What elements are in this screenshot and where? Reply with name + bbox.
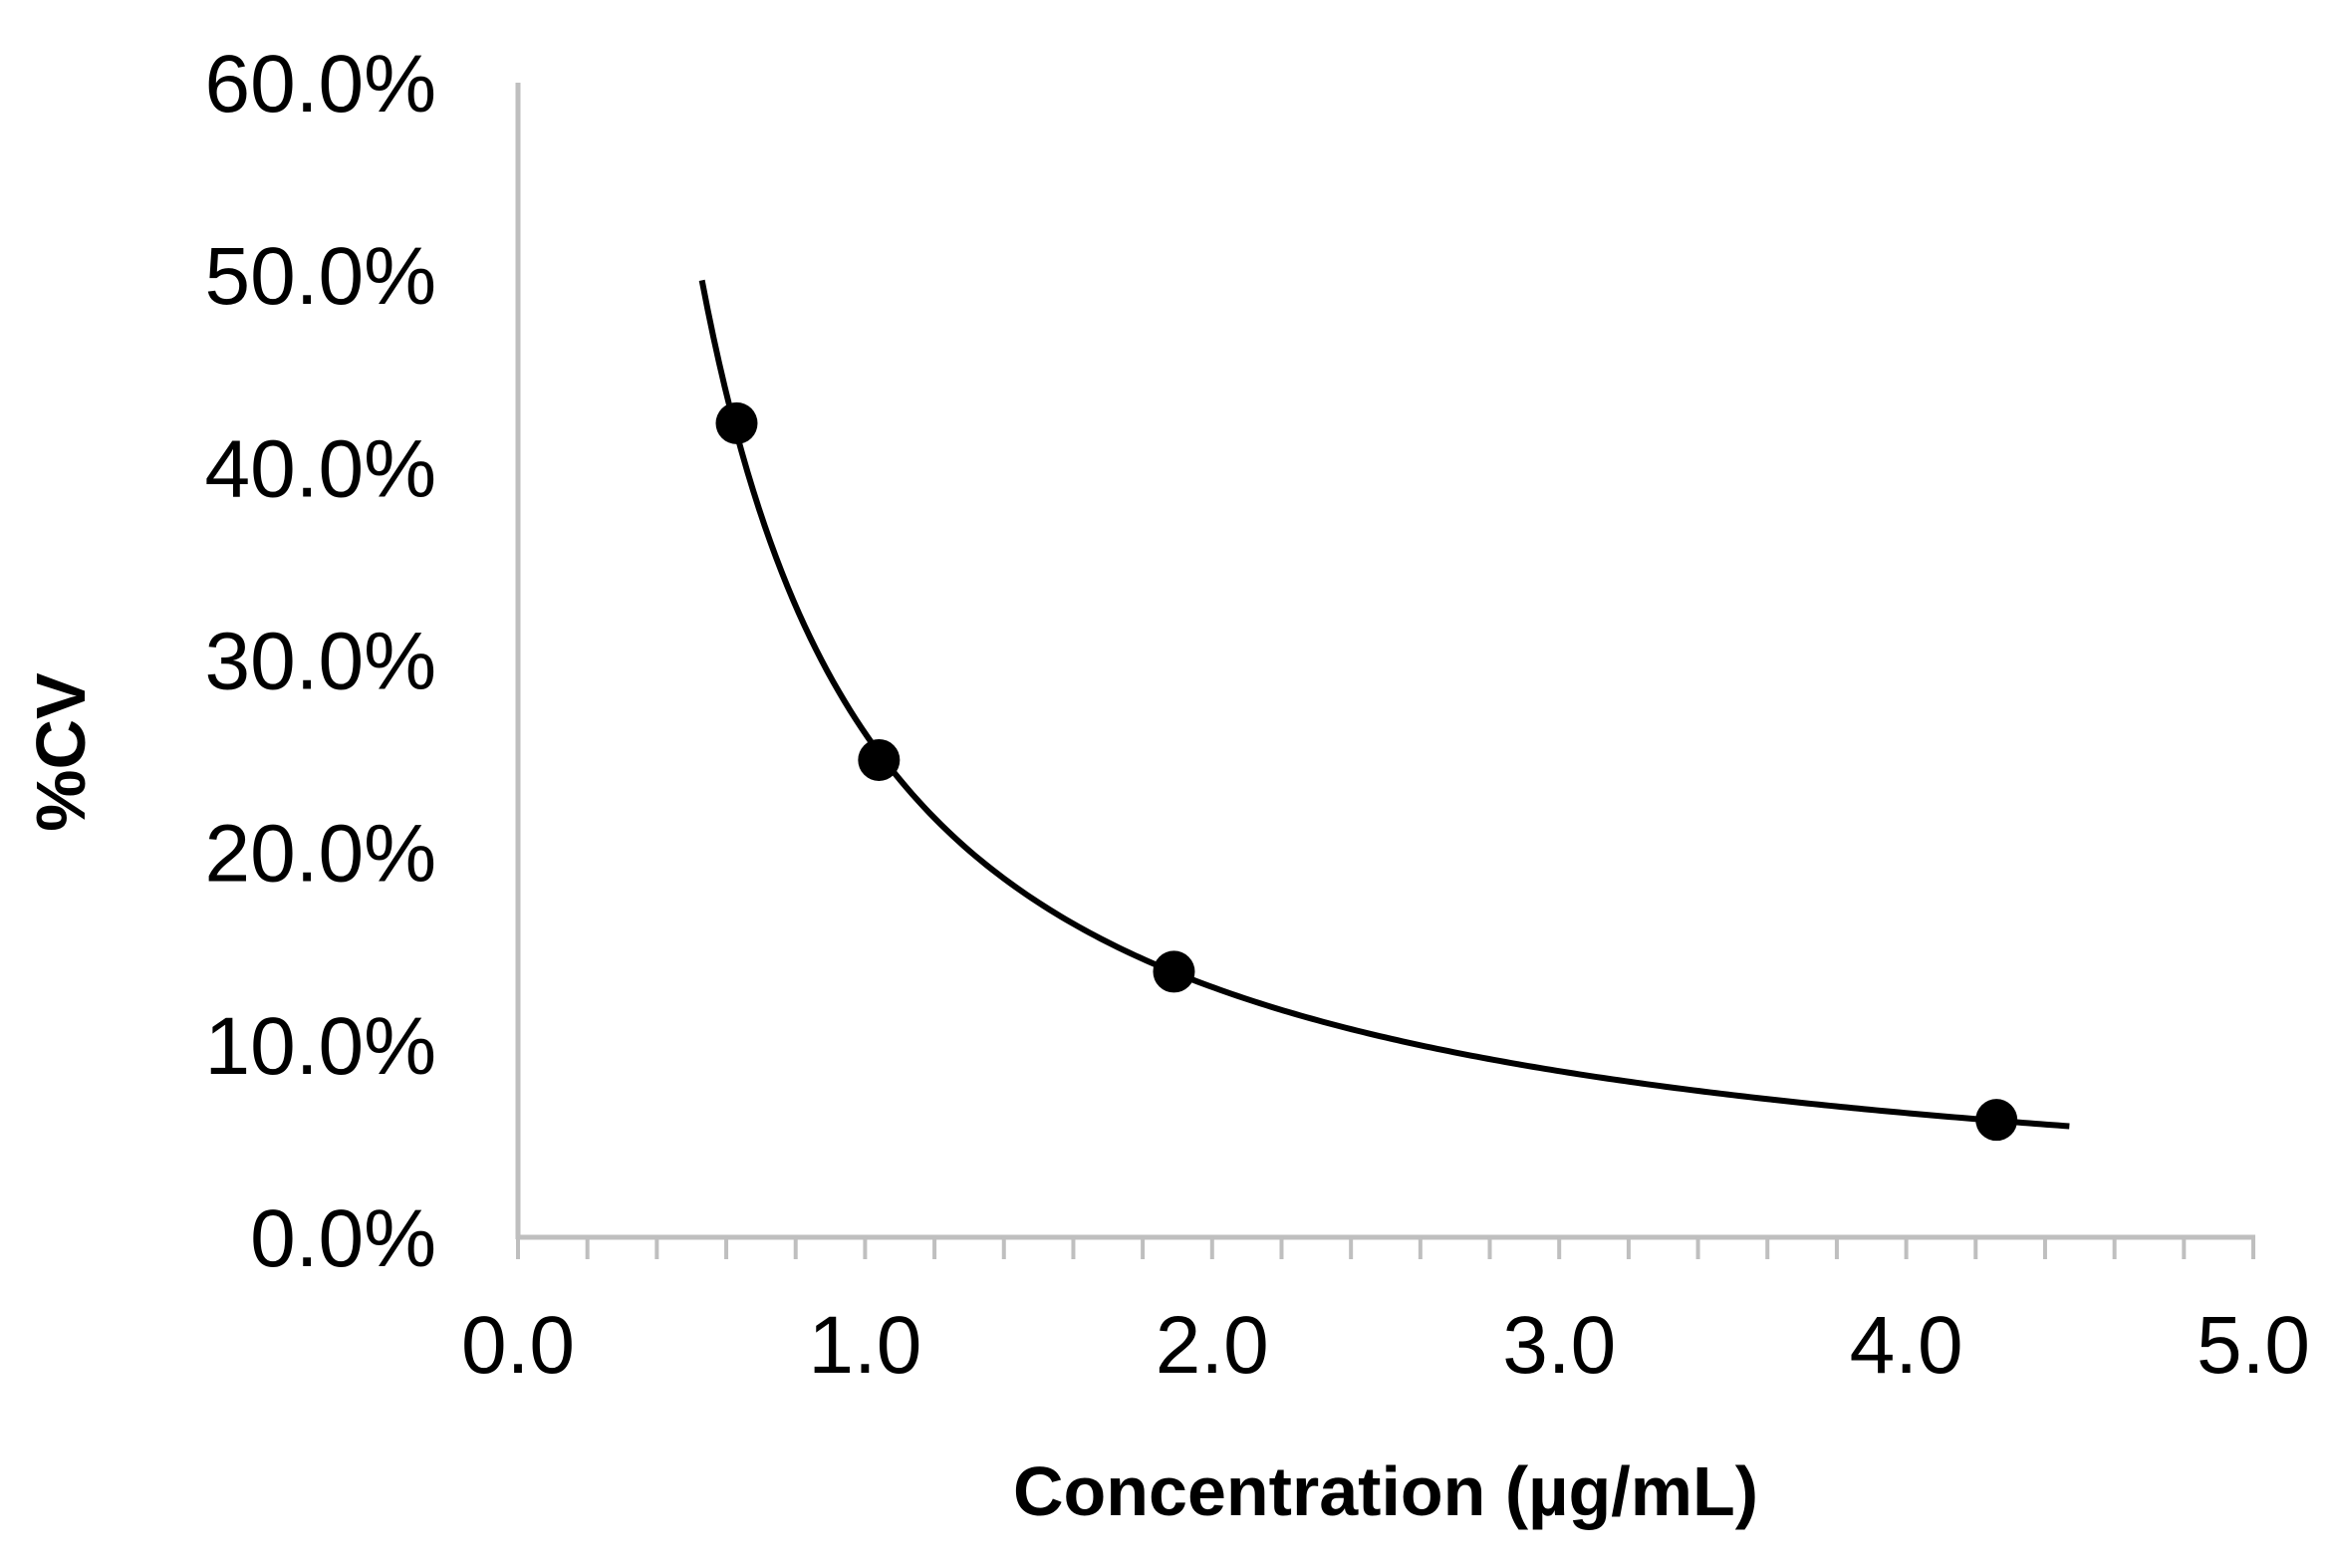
fitted-curve-group bbox=[698, 279, 2070, 1130]
x-tick-label: 4.0 bbox=[1850, 1300, 1963, 1391]
data-point bbox=[1975, 1099, 2018, 1142]
y-tick-label: 10.0% bbox=[204, 1001, 436, 1092]
x-tick-label: 1.0 bbox=[808, 1300, 921, 1391]
x-tick-label: 5.0 bbox=[2197, 1300, 2310, 1391]
data-points bbox=[715, 401, 2018, 1142]
x-axis-title: Concentration (µg/mL) bbox=[1013, 1452, 1758, 1530]
x-tick-label: 3.0 bbox=[1502, 1300, 1616, 1391]
y-tick-label: 60.0% bbox=[204, 39, 436, 130]
axes bbox=[515, 83, 2255, 1240]
y-tick-label: 20.0% bbox=[204, 809, 436, 900]
data-point bbox=[858, 738, 901, 781]
tick-labels: 0.0 1.0 2.0 3.0 4.0 5.0 0.0% 10.0% 20.0% 30.0% 40.… bbox=[204, 39, 2310, 1391]
data-point bbox=[1153, 950, 1195, 993]
y-tick-label: 30.0% bbox=[204, 617, 436, 707]
fitted-curve-line bbox=[698, 279, 2070, 1130]
y-tick-label: 50.0% bbox=[204, 231, 436, 322]
y-axis-title: %CV bbox=[22, 672, 100, 832]
tick-marks bbox=[516, 1237, 2255, 1259]
y-tick-label: 40.0% bbox=[204, 423, 436, 514]
y-tick-label: 0.0% bbox=[250, 1193, 436, 1284]
x-tick-label: 0.0 bbox=[461, 1300, 575, 1391]
data-point bbox=[715, 401, 758, 444]
x-tick-label: 2.0 bbox=[1156, 1300, 1269, 1391]
